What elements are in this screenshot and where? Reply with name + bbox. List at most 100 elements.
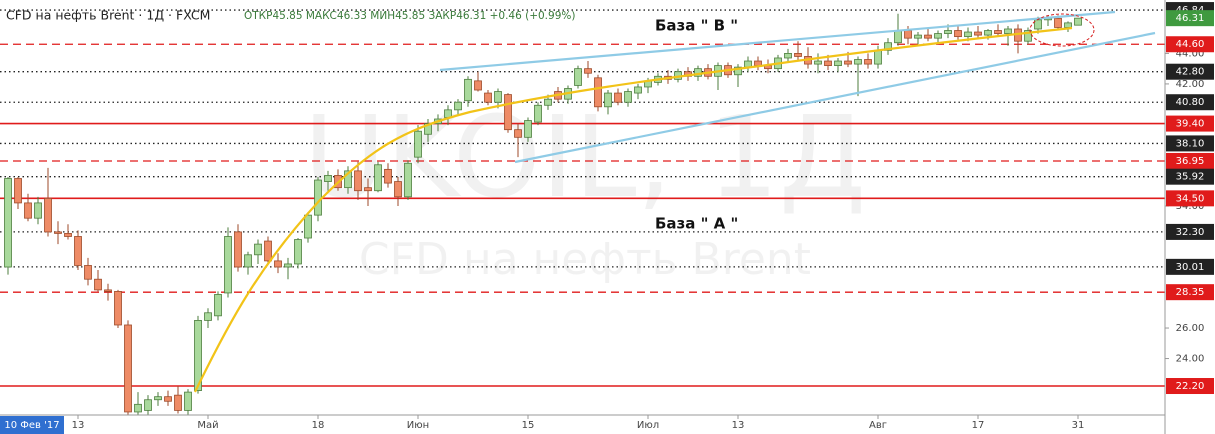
candle-body — [324, 175, 332, 182]
x-tick-label: 10 Фев '17 — [4, 420, 59, 431]
levels — [0, 9, 1165, 387]
level-label-box — [1166, 223, 1214, 240]
y-tick-label: 42.00 — [1176, 79, 1205, 90]
level-label-box — [1166, 258, 1214, 275]
level-label: 38.10 — [1176, 138, 1205, 149]
trend-curve — [194, 26, 1073, 393]
candle-body — [364, 187, 372, 192]
candle-body — [614, 92, 622, 103]
candle-body — [834, 60, 842, 67]
level-label-box — [1166, 135, 1214, 152]
candle-body — [904, 30, 912, 39]
candle-body — [344, 170, 352, 189]
level-label-box — [1166, 36, 1214, 53]
candle-body — [144, 399, 152, 411]
x-tick-label: 31 — [1072, 420, 1085, 431]
y-tick-label: 34.00 — [1176, 201, 1205, 212]
level-label: 40.80 — [1176, 97, 1205, 108]
candle-body — [74, 236, 82, 266]
candle-body — [64, 233, 72, 237]
candle-body — [14, 178, 22, 204]
level-label: 34.50 — [1176, 193, 1205, 204]
candle-body — [274, 260, 282, 268]
x-tick-label: 18 — [312, 420, 325, 431]
candle-body — [174, 394, 182, 411]
x-tick-label: 13 — [72, 420, 85, 431]
candle-body — [34, 202, 42, 219]
lower-trend-line — [514, 31, 1156, 164]
candle-body — [1024, 30, 1032, 42]
candle-body — [584, 68, 592, 74]
candle-body — [94, 278, 102, 291]
candle-body — [844, 60, 852, 65]
level-label: 30.01 — [1176, 262, 1205, 273]
candle-body — [194, 320, 202, 391]
candle-body — [854, 59, 862, 65]
candle-body — [84, 265, 92, 280]
candle-body — [24, 202, 32, 219]
candle-body — [154, 396, 162, 401]
candle-body — [394, 181, 402, 198]
candle-body — [54, 231, 62, 234]
candle-body — [1034, 19, 1042, 30]
candle-body — [204, 312, 212, 321]
candle-body — [944, 30, 952, 34]
candle-body — [464, 78, 472, 102]
candles — [4, 13, 1082, 415]
candle-body — [894, 30, 902, 44]
candle-body — [244, 254, 252, 268]
candle-body — [114, 291, 122, 326]
candle-body — [874, 49, 882, 65]
ohlc-info: ОТКР45.85 МАКС46.33 МИН45.85 ЗАКР46.31 +… — [244, 10, 575, 22]
x-tick-label: 15 — [522, 420, 535, 431]
candle-body — [864, 59, 872, 65]
candle-body — [924, 34, 932, 39]
candle-body — [304, 214, 312, 239]
candle-body — [104, 289, 112, 292]
candle-body — [494, 91, 502, 103]
level-label-box — [1166, 168, 1214, 185]
candle-body — [134, 403, 142, 413]
candle-body — [404, 162, 412, 198]
level-label-box — [1166, 190, 1214, 207]
watermark: UKOIL, 1Д — [304, 93, 867, 223]
level-label-box — [1166, 378, 1214, 395]
candle-body — [254, 243, 262, 256]
candle-body — [284, 263, 292, 268]
candle-body — [974, 31, 982, 36]
level-label: 39.40 — [1176, 119, 1205, 130]
x-tick-label: 13 — [732, 420, 745, 431]
candle-body — [504, 94, 512, 131]
candle-body — [234, 231, 242, 268]
y-tick-label: 26.00 — [1176, 323, 1205, 334]
candle-body — [634, 86, 642, 94]
candle-body — [604, 92, 612, 108]
level-label: 32.30 — [1176, 227, 1205, 238]
candle-body — [914, 34, 922, 39]
candle-body — [544, 98, 552, 106]
x-tick-label: Июн — [407, 420, 429, 431]
candle-body — [224, 236, 232, 294]
candle-body — [524, 120, 532, 138]
level-label: 35.92 — [1176, 172, 1205, 183]
candle-body — [964, 31, 972, 38]
candle-body — [294, 239, 302, 265]
candle-body — [124, 324, 132, 413]
level-label: 22.20 — [1176, 381, 1205, 392]
candle-body — [424, 123, 432, 135]
candle-body — [264, 240, 272, 262]
candle-body — [214, 294, 222, 317]
level-label: 36.95 — [1176, 156, 1205, 167]
annotation: База " В " — [655, 17, 738, 35]
chart-title: CFD на нефть Brent · 1Д · FXCM — [6, 8, 210, 23]
candle-body — [574, 68, 582, 86]
candle-body — [984, 30, 992, 36]
candle-body — [44, 197, 52, 233]
candle-body — [814, 60, 822, 65]
last-price-label: 46.31 — [1176, 13, 1205, 24]
x-tick-label: Авг — [869, 420, 887, 431]
candle-body — [594, 77, 602, 108]
x-tick-label: 17 — [972, 420, 985, 431]
